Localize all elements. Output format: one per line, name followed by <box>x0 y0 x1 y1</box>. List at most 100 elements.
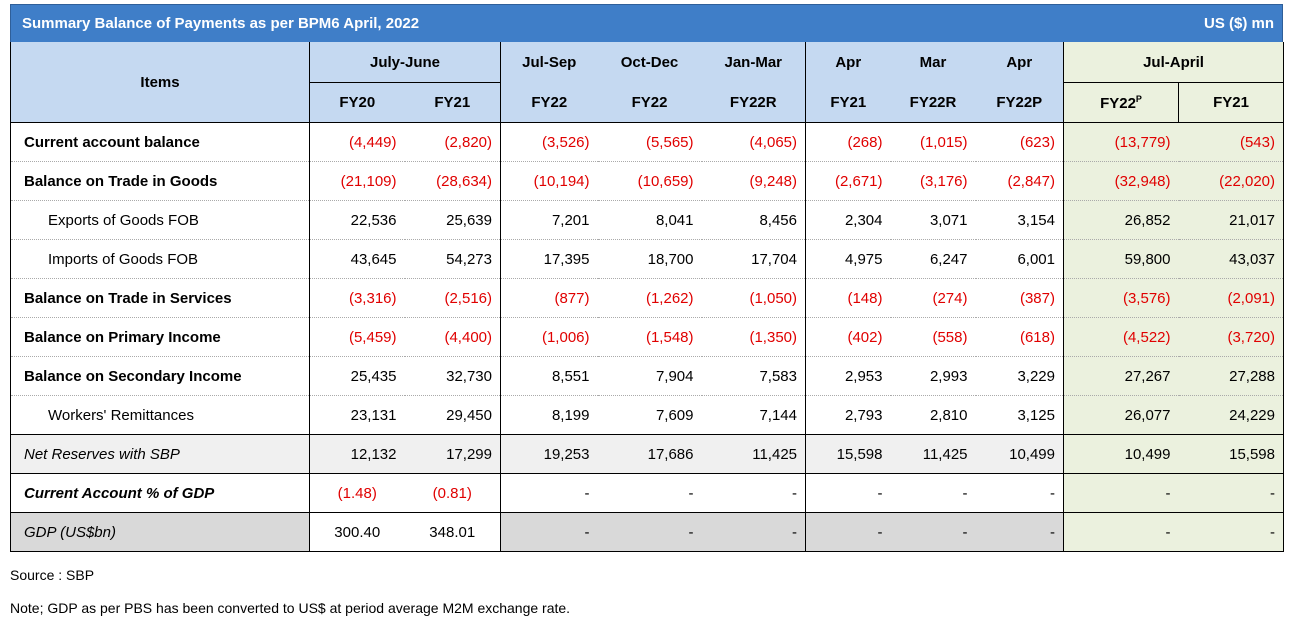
cell-value: (2,847) <box>975 161 1064 201</box>
row-label: Balance on Secondary Income <box>10 356 310 396</box>
header-col-fy20: FY20 <box>309 82 405 123</box>
cell-value: 23,131 <box>309 395 405 435</box>
cell-value: 2,793 <box>805 395 891 435</box>
cell-value: (402) <box>805 317 891 357</box>
cell-value: 25,435 <box>309 356 405 396</box>
row-label: Balance on Trade in Goods <box>10 161 310 201</box>
table-title: Summary Balance of Payments as per BPM6 … <box>22 15 420 32</box>
header-col-fy22r-mar: FY22R <box>890 82 976 123</box>
cell-value: 8,551 <box>500 356 598 396</box>
cell-value: (148) <box>805 278 891 318</box>
table-row: Workers' Remittances 23,131 29,450 8,199 7,6… <box>10 395 1284 435</box>
cell-value: 2,810 <box>890 395 976 435</box>
header-col-fy22-q2: FY22 <box>597 82 702 123</box>
cell-value: 21,017 <box>1178 200 1284 240</box>
cell-value: (3,176) <box>890 161 976 201</box>
cell-value: 18,700 <box>597 239 702 279</box>
cell-value: (268) <box>805 122 891 162</box>
cell-value: 7,144 <box>701 395 806 435</box>
cell-value: 2,953 <box>805 356 891 396</box>
cell-value: 6,001 <box>975 239 1064 279</box>
table-header: Items July-June Jul-Sep Oct-Dec Jan-Mar … <box>10 42 1284 123</box>
header-col-fy22r-q3: FY22R <box>701 82 806 123</box>
cell-value: (21,109) <box>309 161 405 201</box>
cell-value: 3,125 <box>975 395 1064 435</box>
cell-value: - <box>805 512 891 552</box>
cell-value: 7,583 <box>701 356 806 396</box>
cell-value: (10,659) <box>597 161 702 201</box>
table-row: Current account balance (4,449) (2,820) (3,… <box>10 122 1284 162</box>
cell-value: 4,975 <box>805 239 891 279</box>
table-body: Current account balance (4,449) (2,820) (3,… <box>10 122 1284 552</box>
cell-value: 11,425 <box>701 434 806 474</box>
cell-value: - <box>500 512 598 552</box>
cell-value: 43,645 <box>309 239 405 279</box>
cell-value: 6,247 <box>890 239 976 279</box>
cell-value: (5,459) <box>309 317 405 357</box>
cell-value: 19,253 <box>500 434 598 474</box>
cell-value: (1,015) <box>890 122 976 162</box>
cell-value: 7,609 <box>597 395 702 435</box>
cell-value: 15,598 <box>805 434 891 474</box>
cell-value: - <box>1063 512 1179 552</box>
header-col-fy22p-apr: FY22P <box>975 82 1064 123</box>
cell-value: (4,522) <box>1063 317 1179 357</box>
cell-value: 17,704 <box>701 239 806 279</box>
cell-value: - <box>975 512 1064 552</box>
cell-value: 2,993 <box>890 356 976 396</box>
header-col-fy21-cum: FY21 <box>1178 82 1284 123</box>
footnote: Note; GDP as per PBS has been converted … <box>10 600 571 616</box>
cell-value: (1,262) <box>597 278 702 318</box>
cell-value: 59,800 <box>1063 239 1179 279</box>
header-col-fy21-apr: FY21 <box>805 82 891 123</box>
cell-value: 348.01 <box>404 512 501 552</box>
cell-value: - <box>597 512 702 552</box>
table-row: Balance on Trade in Services (3,316) (2,51… <box>10 278 1284 318</box>
cell-value: - <box>701 473 806 513</box>
bop-summary-table: Summary Balance of Payments as per BPM6 … <box>10 4 1284 552</box>
cell-value: (387) <box>975 278 1064 318</box>
cell-value: - <box>597 473 702 513</box>
cell-value: - <box>701 512 806 552</box>
data-table: Items July-June Jul-Sep Oct-Dec Jan-Mar … <box>10 42 1284 552</box>
unit-label: US ($) mn <box>1203 15 1274 32</box>
cell-value: (3,526) <box>500 122 598 162</box>
cell-value: (623) <box>975 122 1064 162</box>
table-row: Balance on Trade in Goods (21,109) (28,634… <box>10 161 1284 201</box>
table-row: GDP (US$bn) 300.40 348.01- - - - - - - - <box>10 512 1284 552</box>
table-row: Net Reserves with SBP 12,132 17,299 19,253 1… <box>10 434 1284 474</box>
table-row: Balance on Primary Income (5,459) (4,400)(… <box>10 317 1284 357</box>
cell-value: 7,201 <box>500 200 598 240</box>
header-items: Items <box>10 42 310 123</box>
cell-value: (558) <box>890 317 976 357</box>
cell-value: (1,350) <box>701 317 806 357</box>
row-label: Exports of Goods FOB <box>10 200 310 240</box>
cell-value: 8,041 <box>597 200 702 240</box>
cell-value: - <box>890 473 976 513</box>
cell-value: 22,536 <box>309 200 405 240</box>
row-label: Current account balance <box>10 122 310 162</box>
cell-value: (1.48) <box>309 473 405 513</box>
cell-value: - <box>805 473 891 513</box>
cell-value: (543) <box>1178 122 1284 162</box>
cell-value: (2,516) <box>404 278 501 318</box>
table-row: Balance on Secondary Income 25,435 32,730 8… <box>10 356 1284 396</box>
row-label: GDP (US$bn) <box>10 512 310 552</box>
cell-value: - <box>500 473 598 513</box>
table-row: Current Account % of GDP (1.48) (0.81) - - - -… <box>10 473 1284 513</box>
table-row: Exports of Goods FOB 22,536 25,639 7,201 8,0… <box>10 200 1284 240</box>
cell-value: (3,316) <box>309 278 405 318</box>
cell-value: (13,779) <box>1063 122 1179 162</box>
cell-value: (3,720) <box>1178 317 1284 357</box>
cell-value: (4,449) <box>309 122 405 162</box>
cell-value: 17,395 <box>500 239 598 279</box>
cell-value: 43,037 <box>1178 239 1284 279</box>
cell-value: 24,229 <box>1178 395 1284 435</box>
source-note: Source : SBP <box>10 567 95 583</box>
cell-value: (22,020) <box>1178 161 1284 201</box>
row-label: Balance on Trade in Services <box>10 278 310 318</box>
cell-value: - <box>1063 473 1179 513</box>
cell-value: (618) <box>975 317 1064 357</box>
cell-value: 8,199 <box>500 395 598 435</box>
cell-value: - <box>890 512 976 552</box>
